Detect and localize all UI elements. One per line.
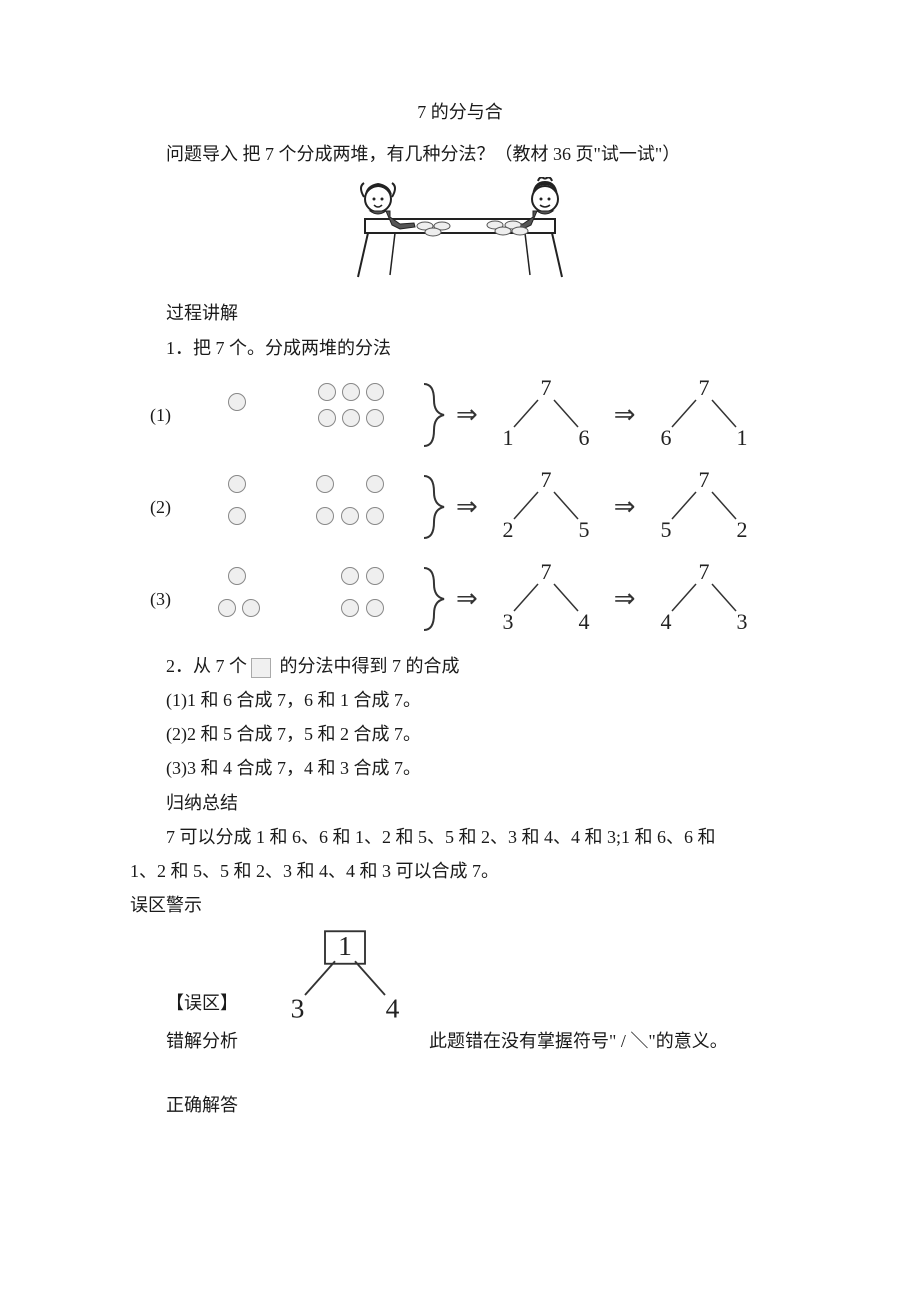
row-index: (3)	[150, 582, 220, 616]
number-tree: 7 6 1	[644, 375, 764, 455]
compose-1: (1)1 和 6 合成 7，6 和 1 合成 7。	[130, 683, 790, 717]
number-tree: 7 1 6	[486, 375, 606, 455]
number-tree: 7 2 5	[486, 467, 606, 547]
svg-text:6: 6	[660, 425, 671, 450]
arrow-icon: ⇒	[456, 482, 478, 531]
number-tree: 7 5 2	[644, 467, 764, 547]
step2-text: 2．从 7 个 的分法中得到 7 的合成	[130, 649, 790, 683]
summary-line2: 1、2 和 5、5 和 2、3 和 4、4 和 3 可以合成 7。	[130, 854, 790, 888]
split-row-3: (3) ⇒ 7 3 4 ⇒ 7 4 3	[150, 553, 790, 645]
process-label: 过程讲解	[130, 296, 790, 330]
split-row-1: (1) ⇒ 7 1 6 ⇒ 7 6 1	[150, 369, 790, 461]
svg-text:2: 2	[736, 517, 747, 542]
row-index: (1)	[150, 398, 220, 432]
svg-text:4: 4	[660, 609, 671, 634]
svg-text:1: 1	[736, 425, 747, 450]
svg-text:3: 3	[291, 993, 305, 1024]
warn-qu-label: 【误区】	[130, 986, 270, 1020]
svg-text:3: 3	[502, 609, 513, 634]
number-tree: 7 3 4	[486, 559, 606, 639]
svg-text:1: 1	[502, 425, 513, 450]
compose-2: (2)2 和 5 合成 7，5 和 2 合成 7。	[130, 717, 790, 751]
intro-text: 问题导入 把 7 个分成两堆，有几种分法？（教材 36 页"试一试"）	[130, 137, 790, 171]
arrow-icon: ⇒	[614, 574, 636, 623]
svg-text:7: 7	[540, 559, 551, 584]
split-diagrams: (1) ⇒ 7 1 6 ⇒ 7 6 1 (2) ⇒	[150, 369, 790, 645]
brace-icon	[420, 380, 448, 450]
warn-analysis-label: 错解分析	[130, 1024, 270, 1058]
correct-label: 正确解答	[130, 1088, 790, 1122]
arrow-icon: ⇒	[456, 390, 478, 439]
compose-3: (3)3 和 4 合成 7，4 和 3 合成 7。	[130, 751, 790, 785]
arrow-icon: ⇒	[614, 482, 636, 531]
svg-text:7: 7	[540, 467, 551, 492]
warn-analysis-text: 此题错在没有掌握符号" / ＼"的意义。	[420, 1024, 790, 1058]
arrow-icon: ⇒	[456, 574, 478, 623]
warning-block: 【误区】 1 3 4 错解分析 此题错在没有掌握符号" / ＼"的意义。	[130, 930, 790, 1058]
svg-text:5: 5	[578, 517, 589, 542]
dot-group	[220, 559, 420, 639]
warn-tree: 1 3 4	[270, 930, 420, 1020]
svg-text:7: 7	[698, 375, 709, 400]
split-row-2: (2) ⇒ 7 2 5 ⇒ 7 5 2	[150, 461, 790, 553]
svg-text:7: 7	[540, 375, 551, 400]
svg-text:1: 1	[338, 930, 352, 961]
svg-text:7: 7	[698, 559, 709, 584]
worksheet-page: 7 的分与合 问题导入 把 7 个分成两堆，有几种分法？（教材 36 页"试一试…	[0, 0, 920, 1302]
warn-heading: 误区警示	[130, 888, 790, 922]
number-tree: 7 4 3	[644, 559, 764, 639]
dot-group	[220, 467, 420, 547]
dot-group	[220, 375, 420, 455]
step1-text: 1．把 7 个。分成两堆的分法	[130, 331, 790, 365]
brace-icon	[420, 564, 448, 634]
arrow-icon: ⇒	[614, 390, 636, 439]
row-index: (2)	[150, 490, 220, 524]
step2-suffix: 的分法中得到 7 的合成	[275, 656, 460, 676]
svg-text:2: 2	[502, 517, 513, 542]
svg-text:7: 7	[698, 467, 709, 492]
step2-prefix: 2．从 7 个	[166, 656, 247, 676]
summary-label: 归纳总结	[130, 786, 790, 820]
svg-text:4: 4	[578, 609, 589, 634]
page-title: 7 的分与合	[130, 95, 790, 129]
hero-illustration	[320, 177, 600, 292]
summary-line1: 7 可以分成 1 和 6、6 和 1、2 和 5、5 和 2、3 和 4、4 和…	[130, 820, 790, 854]
svg-text:3: 3	[736, 609, 747, 634]
svg-text:6: 6	[578, 425, 589, 450]
brace-icon	[420, 472, 448, 542]
disk-icon	[251, 658, 271, 678]
svg-text:5: 5	[660, 517, 671, 542]
svg-text:4: 4	[386, 993, 400, 1024]
